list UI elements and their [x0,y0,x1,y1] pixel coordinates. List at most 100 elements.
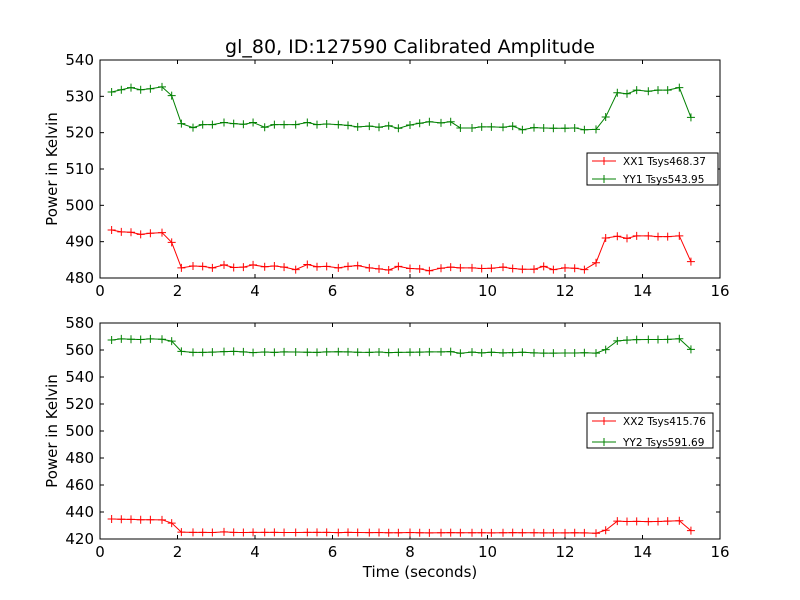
data-point [107,336,116,345]
y-tick-label: 440 [65,503,94,521]
data-point [406,121,414,130]
data-point [499,263,507,272]
data-point [280,528,289,537]
x-tick-label: 2 [173,543,183,561]
data-point [303,528,312,537]
x-tick-label: 14 [633,282,652,300]
data-point [208,348,217,357]
data-point [177,119,186,128]
data-point [136,335,145,344]
data-point [280,347,289,356]
data-point [561,124,569,133]
data-point [468,528,476,537]
legend-swatch-marker [600,417,608,425]
y-tick-label: 540 [65,51,94,69]
data-point [313,262,321,271]
legend: XX1 Tsys468.37 YY1 Tsys543.95 [586,152,719,186]
data-point [632,335,641,344]
data-point [406,348,414,357]
data-point [549,124,558,133]
data-point [468,263,476,272]
x-tick-label: 14 [633,543,652,561]
data-point [127,335,135,344]
data-point [198,262,207,271]
y-tick-label: 510 [65,160,94,178]
legend-entry: XX1 Tsys468.37 [592,156,706,168]
y-tick-label: 560 [65,341,94,359]
data-point [468,348,476,357]
data-point [570,528,579,537]
x-tick-label: 6 [328,543,338,561]
data-point [117,227,126,236]
data-point [477,348,486,357]
data-point [580,528,589,537]
data-point [456,349,465,358]
data-point [365,122,374,131]
y-tick-label: 460 [65,476,94,494]
data-point [601,345,610,354]
data-point [487,348,496,357]
data-point [580,348,589,357]
data-point [270,262,279,271]
data-point [425,117,434,126]
data-point [146,84,155,93]
data-point [344,347,352,356]
data-point [592,258,600,267]
data-point [549,265,558,274]
data-point [549,349,558,358]
data-point [322,262,331,271]
data-point [580,125,589,134]
data-point [291,528,300,537]
data-point [601,234,610,243]
data-point [353,261,362,270]
data-point [530,528,538,537]
data-point [334,528,343,537]
data-point [518,265,527,274]
data-point [580,265,589,274]
legend-entry: XX2 Tsys415.76 [592,416,706,428]
data-point [146,334,155,343]
y-tick-label: 480 [65,449,94,467]
data-point [127,515,135,524]
data-point [530,123,538,132]
data-point [229,528,238,537]
data-point [499,528,507,537]
data-point [365,348,374,357]
data-point [127,83,135,92]
series-yy2-tsys591-69 [107,334,695,358]
data-point [654,335,662,344]
data-point [613,88,622,97]
data-point [415,119,424,128]
data-point [344,262,352,271]
data-point [375,348,383,357]
y-tick-label: 480 [65,269,94,287]
data-point [644,335,653,344]
data-point [623,336,631,345]
data-point [394,528,403,537]
y-tick-label: 420 [65,530,94,548]
data-point [477,122,486,131]
data-point [322,119,331,128]
data-point [158,335,166,344]
data-point [270,528,279,537]
x-tick-label: 0 [95,543,105,561]
data-point [518,528,527,537]
legend-swatch-marker [600,438,608,446]
data-point [303,118,312,127]
legend-box [586,152,719,186]
data-point [249,348,258,357]
legend-label: YY2 Tsys591.69 [622,437,704,449]
data-point [570,348,579,357]
series-yy1-tsys543-95 [107,82,695,134]
y-tick-label: 500 [65,196,94,214]
data-point [675,516,684,525]
data-point [260,262,269,271]
data-point [654,232,662,241]
data-point [313,528,321,537]
data-point [508,348,517,357]
data-point [384,121,393,130]
data-point [530,348,538,357]
data-point [365,263,374,272]
data-point [561,348,569,357]
data-point [644,87,653,96]
